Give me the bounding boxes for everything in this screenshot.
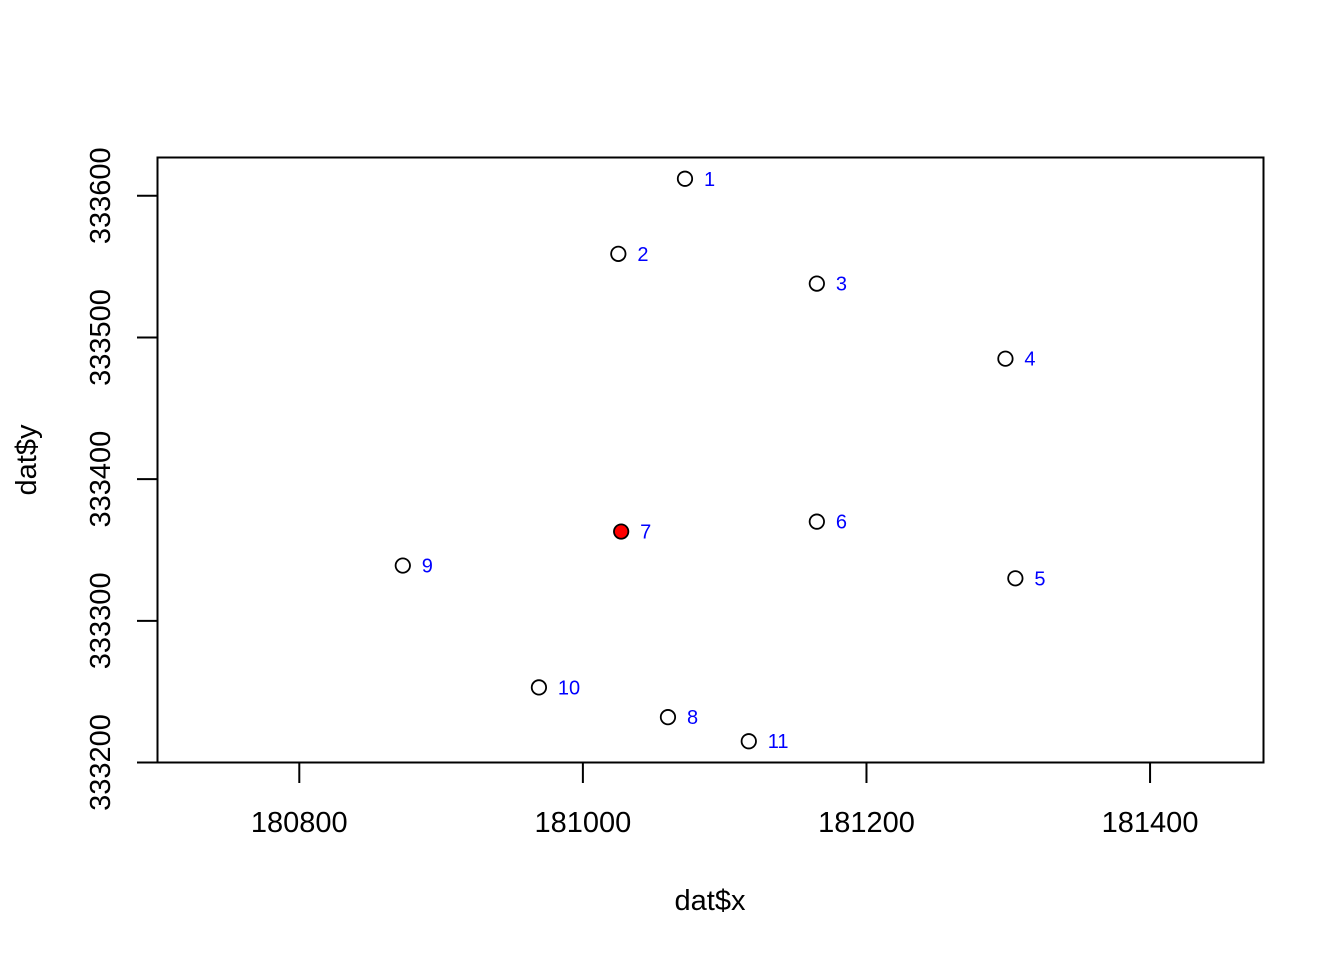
point-label-7: 7 [640, 522, 651, 544]
point-label-6: 6 [836, 512, 847, 534]
y-axis: 333200 333300 333400 333500 333600 [85, 147, 159, 811]
point-label-1: 1 [704, 169, 715, 191]
x-tick-label: 181200 [818, 807, 915, 839]
x-tick-label: 180800 [251, 807, 348, 839]
point-label-4: 4 [1024, 349, 1035, 371]
data-point-9 [394, 557, 411, 574]
data-point-2 [610, 245, 627, 262]
y-tick-label: 333300 [85, 572, 117, 669]
data-point-4 [997, 350, 1014, 367]
data-point-11 [740, 733, 757, 750]
x-tick-label: 181000 [534, 807, 631, 839]
point-label-2: 2 [637, 244, 648, 266]
point-label-10: 10 [558, 677, 580, 699]
data-point-7 [613, 523, 630, 540]
x-axis: 180800 181000 181200 181400 [251, 761, 1199, 839]
y-tick-label: 333600 [85, 147, 117, 244]
y-tick-label: 333500 [85, 289, 117, 386]
x-axis-label: dat$x [675, 885, 746, 917]
data-point-10 [530, 679, 548, 696]
data-point-5 [1007, 570, 1024, 587]
point-label-11: 11 [768, 731, 789, 753]
point-label-5: 5 [1034, 568, 1045, 590]
data-point-8 [659, 709, 677, 726]
point-label-3: 3 [836, 274, 847, 296]
x-tick-label: 181400 [1102, 807, 1199, 839]
y-axis-label: dat$y [11, 424, 43, 495]
y-tick-label: 333200 [85, 714, 117, 811]
point-label-8: 8 [687, 707, 698, 729]
data-point-6 [808, 513, 825, 530]
data-point-3 [808, 275, 825, 292]
plot-box [156, 156, 1265, 764]
y-tick-label: 333400 [85, 431, 117, 528]
point-label-9: 9 [422, 556, 433, 578]
data-point-1 [676, 170, 694, 187]
data-points: 1 2 3 4 5 6 7 8 9 10 11 [394, 169, 1045, 753]
